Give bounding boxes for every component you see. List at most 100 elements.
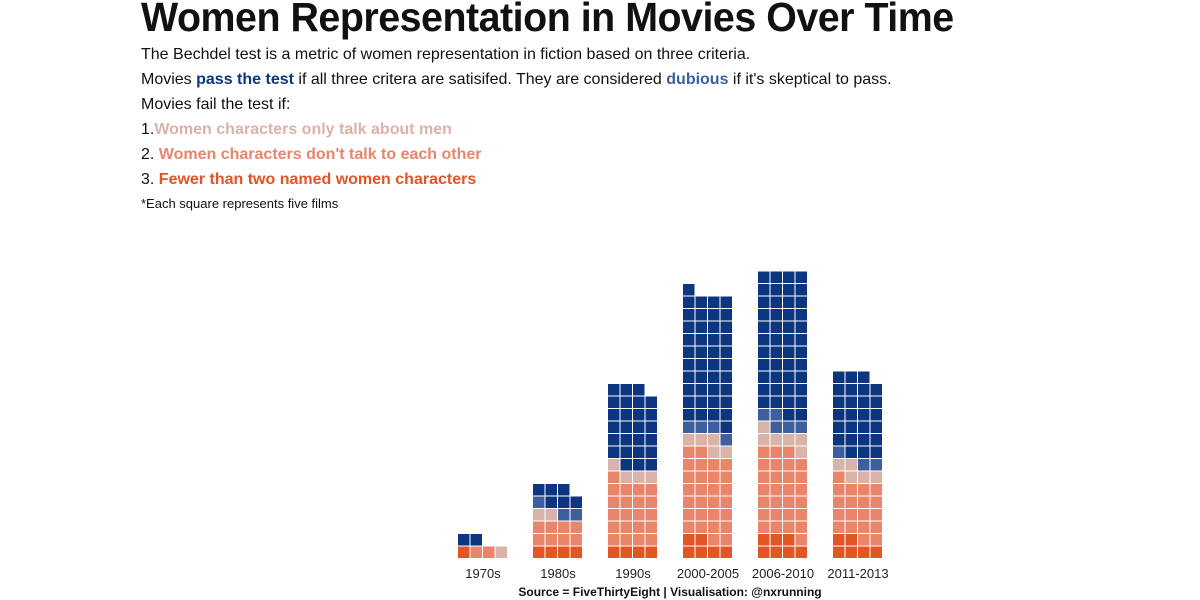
waffle-square-dubious [695, 421, 707, 433]
waffle-square-notalk [833, 496, 845, 508]
waffle-square-pass [833, 396, 845, 408]
waffle-square-notalk [708, 459, 720, 471]
waffle-square-pass [620, 409, 632, 421]
intro-line-3: Movies fail the test if: [141, 96, 291, 113]
waffle-square-notalk [870, 521, 882, 533]
waffle-square-fewer [558, 546, 570, 558]
waffle-square-notalk [683, 459, 695, 471]
waffle-square-pass [833, 421, 845, 433]
waffle-square-pass [783, 384, 795, 396]
waffle-square-fewer [545, 546, 557, 558]
criterion-1-text: Women characters only talk about men [154, 121, 452, 138]
waffle-square-pass [845, 384, 857, 396]
waffle-square-notalk [845, 484, 857, 496]
waffle-square-pass [783, 346, 795, 358]
waffle-square-notalk [608, 509, 620, 521]
waffle-square-pass [758, 271, 770, 283]
waffle-square-pass [695, 384, 707, 396]
waffle-square-pass [758, 309, 770, 321]
waffle-square-fewer [770, 534, 782, 546]
waffle-square-pass [833, 434, 845, 446]
waffle-square-notalk [770, 446, 782, 458]
waffle-square-pass [695, 309, 707, 321]
waffle-square-pass [645, 459, 657, 471]
waffle-square-men [645, 471, 657, 483]
waffle-square-pass [833, 371, 845, 383]
intro-line-2-mid: if all three critera are satisifed. They… [293, 71, 667, 88]
waffle-square-men [495, 546, 507, 558]
waffle-square-pass [695, 396, 707, 408]
waffle-square-pass [858, 384, 870, 396]
waffle-column-1990s [608, 384, 657, 558]
waffle-square-pass [795, 271, 807, 283]
waffle-square-notalk [795, 534, 807, 546]
waffle-square-men [633, 471, 645, 483]
waffle-square-fewer [833, 546, 845, 558]
waffle-square-pass [833, 384, 845, 396]
waffle-square-pass [620, 459, 632, 471]
waffle-square-fewer [783, 546, 795, 558]
intro-text: The Bechdel test is a metric of women re… [141, 42, 892, 192]
waffle-square-notalk [695, 471, 707, 483]
waffle-square-notalk [633, 534, 645, 546]
waffle-square-notalk [683, 471, 695, 483]
waffle-square-notalk [708, 521, 720, 533]
waffle-square-pass [708, 384, 720, 396]
waffle-square-notalk [833, 484, 845, 496]
intro-line-2-suffix: if it's skeptical to pass. [728, 71, 892, 88]
waffle-square-notalk [720, 496, 732, 508]
waffle-square-notalk [545, 534, 557, 546]
waffle-square-pass [620, 384, 632, 396]
waffle-square-pass [845, 371, 857, 383]
waffle-square-notalk [645, 509, 657, 521]
waffle-square-notalk [708, 534, 720, 546]
waffle-square-pass [720, 371, 732, 383]
waffle-square-dubious [720, 434, 732, 446]
waffle-square-fewer [783, 534, 795, 546]
waffle-square-notalk [633, 509, 645, 521]
waffle-square-pass [558, 496, 570, 508]
waffle-square-notalk [533, 521, 545, 533]
waffle-square-fewer [845, 546, 857, 558]
x-tick-label: 2011-2013 [827, 566, 888, 581]
waffle-square-notalk [683, 496, 695, 508]
x-tick-label: 1980s [540, 566, 576, 581]
waffle-square-notalk [770, 509, 782, 521]
waffle-square-notalk [695, 484, 707, 496]
intro-line-1: The Bechdel test is a metric of women re… [141, 46, 751, 63]
waffle-square-fewer [708, 546, 720, 558]
waffle-square-pass [770, 346, 782, 358]
waffle-square-notalk [683, 509, 695, 521]
waffle-square-men [858, 471, 870, 483]
chart-title: Women Representation in Movies Over Time [141, 0, 954, 40]
waffle-square-pass [758, 396, 770, 408]
waffle-square-fewer [758, 534, 770, 546]
criterion-2-text: Women characters don't talk to each othe… [158, 146, 482, 163]
waffle-square-notalk [645, 484, 657, 496]
waffle-square-pass [758, 384, 770, 396]
waffle-square-men [758, 421, 770, 433]
waffle-square-fewer [845, 534, 857, 546]
waffle-square-notalk [783, 484, 795, 496]
criterion-1-number: 1. [141, 121, 155, 138]
waffle-column-1980s [533, 484, 582, 558]
waffle-square-notalk [870, 496, 882, 508]
waffle-square-pass [795, 284, 807, 296]
waffle-square-notalk [720, 484, 732, 496]
waffle-square-dubious [783, 421, 795, 433]
waffle-column-2011-2013 [833, 371, 882, 558]
waffle-square-notalk [558, 534, 570, 546]
waffle-square-pass [845, 409, 857, 421]
waffle-column-2006-2010 [758, 271, 807, 558]
waffle-square-notalk [770, 459, 782, 471]
waffle-square-notalk [533, 534, 545, 546]
waffle-square-fewer [758, 546, 770, 558]
waffle-square-pass [795, 296, 807, 308]
waffle-square-pass [720, 421, 732, 433]
waffle-square-notalk [620, 496, 632, 508]
waffle-square-pass [845, 421, 857, 433]
waffle-square-fewer [570, 546, 582, 558]
waffle-square-pass [870, 396, 882, 408]
waffle-square-pass [620, 396, 632, 408]
waffle-square-pass [708, 309, 720, 321]
